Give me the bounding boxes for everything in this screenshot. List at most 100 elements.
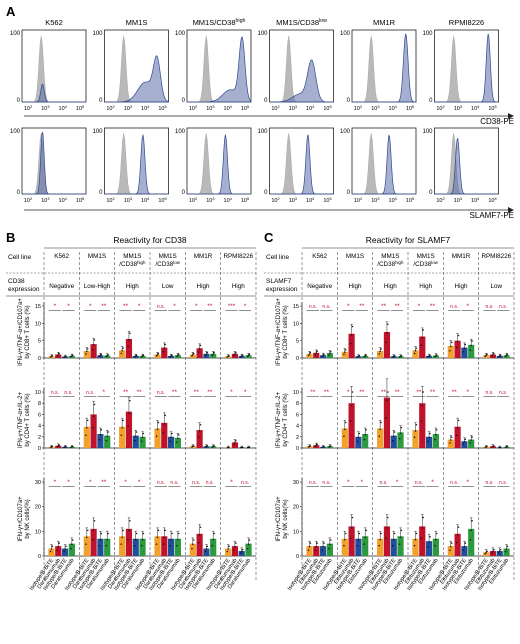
bar [461,546,468,556]
panel-a-letter: A [6,4,16,19]
data-point [449,349,451,352]
bar [326,353,333,358]
significance-label: * [244,303,247,310]
x-tick-label: 102 [271,197,279,204]
data-point [316,542,318,544]
data-point [493,445,495,447]
histogram-frame [21,29,87,103]
significance-label: * [347,389,350,396]
significance-label: * [54,479,57,486]
stained-histogram [434,137,499,195]
data-point [349,420,352,422]
significance-label: *** [228,303,236,310]
data-point [199,423,202,426]
data-point [198,430,201,432]
data-point [329,352,331,355]
data-point [471,519,473,522]
bar [139,436,146,448]
data-point [493,352,495,355]
bar [355,436,362,448]
data-point [450,345,452,348]
significance-label: ** [324,389,330,396]
data-point [162,543,165,545]
significance-label: n.s. [450,480,458,486]
bar [231,442,239,448]
bar [203,353,210,358]
data-point [471,436,473,438]
significance-label: ** [207,389,213,396]
significance-label: * [244,389,247,396]
data-point [455,434,458,436]
data-point [85,434,87,436]
data-point [350,527,353,529]
data-point [72,445,74,448]
data-point [58,352,60,355]
data-point [378,544,380,547]
data-point [385,417,387,419]
data-point [134,544,136,547]
data-point [450,439,452,441]
data-point [120,352,122,355]
data-point [246,355,249,358]
slamf7-axis-label: SLAMF7-PE [470,211,514,220]
bar [425,541,433,556]
y-axis-label: IFN-γ+/TNF-α+/CD107a+ [18,298,24,366]
x-tick-label: 105 [158,197,166,204]
data-point [422,516,424,519]
data-point [358,532,361,535]
data-point [65,355,67,357]
data-point [129,399,131,402]
data-point [213,445,215,447]
data-point [344,421,347,424]
data-point [50,548,53,550]
data-point [415,532,418,535]
y-tick-label: 100 [10,129,21,135]
significance-label: ** [101,479,107,486]
data-point [491,552,493,554]
data-point [421,336,424,339]
y-axis-label: by CD8+ T cells (%) [283,305,289,358]
data-point [344,349,347,351]
panel-title: Reactivity for SLAMF7 [366,235,451,245]
bar [306,546,313,556]
data-point [380,348,382,350]
data-point [120,543,122,545]
data-point [191,547,193,550]
significance-label: ** [395,389,401,396]
data-point [177,538,179,541]
data-point [247,543,250,546]
data-point [413,436,416,438]
data-point [212,538,214,541]
data-point [93,403,96,406]
data-point [392,435,395,438]
bar [390,356,397,358]
data-point [170,436,172,439]
data-point [58,542,60,544]
bar [132,355,139,358]
data-point [72,539,74,541]
bar [61,548,69,556]
data-point [128,412,130,415]
data-point [199,344,202,347]
bar [489,551,497,556]
bar [326,446,333,448]
data-point [392,544,394,547]
data-point [392,439,394,442]
significance-label: ** [310,389,316,396]
data-point [98,438,101,441]
data-point [205,353,208,355]
data-point [463,440,466,443]
cell-line-title: MM1S/CD38low [276,18,327,27]
data-point [506,353,509,356]
data-point [316,350,318,352]
data-point [364,433,366,436]
data-point [91,427,94,429]
y-tick-label: 0 [347,190,351,196]
significance-label: * [230,479,233,486]
data-point [343,353,345,356]
data-point [192,543,194,546]
bar [468,439,475,448]
data-point [192,352,195,355]
bar [55,445,62,448]
bar [210,353,217,358]
